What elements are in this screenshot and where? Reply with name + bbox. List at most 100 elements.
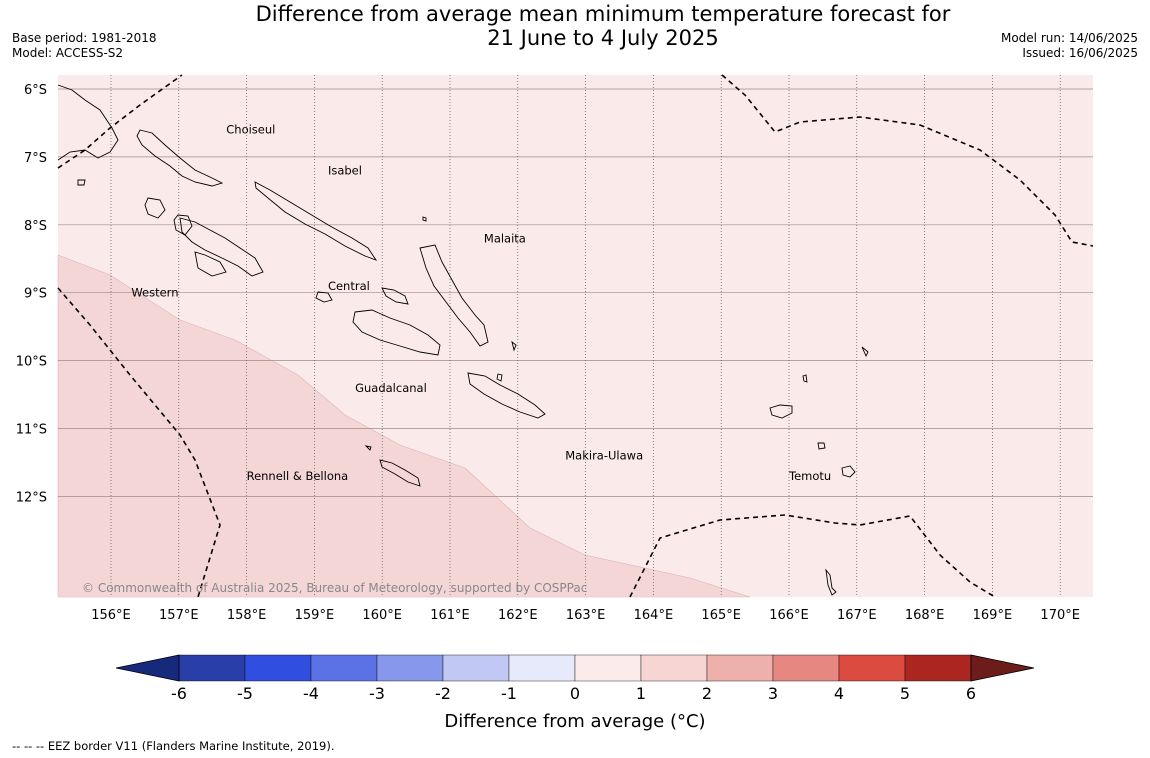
colorbar-cell [574,654,642,682]
makira-outline [467,372,546,419]
vanikoro-outline [817,442,826,450]
malaita-outline [419,244,489,347]
coastlines [57,84,869,596]
region-label: Makira-Ulawa [565,449,643,463]
colorbar-title: Difference from average (°C) [444,711,705,732]
colorbar-over-arrow [970,654,1035,682]
colorbar-cell [640,654,708,682]
colorbar-cell [442,654,510,682]
kolombangara-outline [173,214,193,236]
colorbar-tick-label: 4 [834,684,844,703]
colorbar-cell [178,654,246,682]
base-period: Base period: 1981-2018 [12,31,157,45]
bougainville-outline [57,84,119,161]
choiseul-outline [136,129,224,187]
colorbar-cell [904,654,972,682]
colorbar-tick-label: 0 [570,684,580,703]
torres-islands-outline [825,568,837,596]
copyright-notice: © Commonwealth of Australia 2025, Bureau… [82,581,587,595]
colorbar-cell [244,654,312,682]
eez-borders [57,74,1094,598]
rennell-outline [379,459,421,487]
colorbar-tick-label: -2 [435,684,451,703]
colorbar: -6 -5 -4 -3 -2 -1 0 1 2 3 4 5 6 Difference from aver… [115,654,1035,732]
title-line-1: Difference from average mean minimum tem… [255,2,951,26]
colorbar-tick-label: -5 [237,684,253,703]
lon-tick-label: 156°E [91,608,131,623]
lat-tick-label: 9°S [24,287,47,302]
region-label: Isabel [328,163,362,177]
colorbar-tick-labels: -6 -5 -4 -3 -2 -1 0 1 2 3 4 5 6 [171,684,976,703]
eez-border-nauru-tuvalu [721,74,1094,247]
lon-tick-label: 161°E [430,608,470,623]
lon-tick-label: 166°E [769,608,809,623]
colorbar-tick-label: -3 [369,684,385,703]
lon-tick-label: 168°E [905,608,945,623]
lat-tick-label: 11°S [16,423,47,438]
model-name: Model: ACCESS-S2 [12,46,124,60]
lon-tick-label: 163°E [566,608,606,623]
florida-islands-outline [381,287,409,305]
graticule [58,75,1093,597]
colorbar-cell [310,654,378,682]
new-georgia-outline [179,217,264,277]
colorbar-tick-label: 5 [900,684,910,703]
lat-tick-label: 7°S [24,151,47,166]
region-label: Guadalcanal [355,381,427,395]
lat-tick-label: 10°S [16,355,47,370]
lat-tick-label: 12°S [16,490,47,505]
small-islet-c [861,346,869,358]
eez-border-vanuatu [629,514,996,598]
small-islet-g [77,179,86,186]
colorbar-tick-label: 2 [702,684,712,703]
colorbar-cell [838,654,906,682]
shading-1-to-2 [57,254,751,598]
eez-border-west [57,287,221,598]
small-islet-e [496,373,503,382]
region-label: Western [131,286,178,300]
colorbar-cells [178,654,972,682]
guadalcanal-outline [352,309,441,356]
latitude-labels: 6°S 7°S 8°S 9°S 10°S 11°S 12°S [16,83,47,505]
region-label: Temotu [788,469,831,483]
lon-tick-label: 162°E [498,608,538,623]
title-line-2: 21 June to 4 July 2025 [487,26,719,50]
colorbar-cell [376,654,444,682]
lon-tick-label: 157°E [159,608,199,623]
utupua-outline [841,465,856,478]
eez-border-png-north [57,74,183,169]
lon-tick-label: 158°E [227,608,267,623]
colorbar-tick-label: -4 [303,684,319,703]
small-islet-b [511,340,517,352]
map-title: Difference from average mean minimum tem… [0,2,1150,50]
lon-tick-label: 169°E [973,608,1013,623]
colorbar-tick-label: 3 [768,684,778,703]
russell-islands-outline [315,291,333,303]
map-panel: 6°S 7°S 8°S 9°S 10°S 11°S 12°S 156°E 157°E 158°E… [16,74,1094,623]
eez-footnote: -- -- -- EEZ border V11 (Flanders Marine… [12,739,335,753]
region-label: Choiseul [226,123,275,137]
colorbar-tick-label: -6 [171,684,187,703]
colorbar-cell [508,654,576,682]
colorbar-tick-label: -1 [501,684,517,703]
region-label: Malaita [484,231,526,245]
lon-tick-label: 164°E [634,608,674,623]
meta-right: Model run: 14/06/2025 Issued: 16/06/2025 [1001,31,1138,61]
colorbar-tick-label: 1 [636,684,646,703]
isabel-outline [254,181,378,261]
small-islet-d [802,374,808,383]
meta-left: Base period: 1981-2018 Model: ACCESS-S2 [12,31,157,61]
longitude-labels: 156°E 157°E 158°E 159°E 160°E 161°E 162°E 163°E… [91,608,1080,623]
colorbar-cell [706,654,774,682]
lat-tick-label: 6°S [24,83,47,98]
region-label: Rennell & Bellona [247,469,349,483]
santa-cruz-outline [769,404,793,419]
region-labels: Choiseul Isabel Malaita Western Central Guada… [131,123,831,483]
lon-tick-label: 160°E [362,608,402,623]
colorbar-cell [772,654,840,682]
issued-date: Issued: 16/06/2025 [1022,46,1138,60]
small-islet-f [364,445,372,451]
small-islet-a [422,216,427,222]
model-run: Model run: 14/06/2025 [1000,31,1138,45]
